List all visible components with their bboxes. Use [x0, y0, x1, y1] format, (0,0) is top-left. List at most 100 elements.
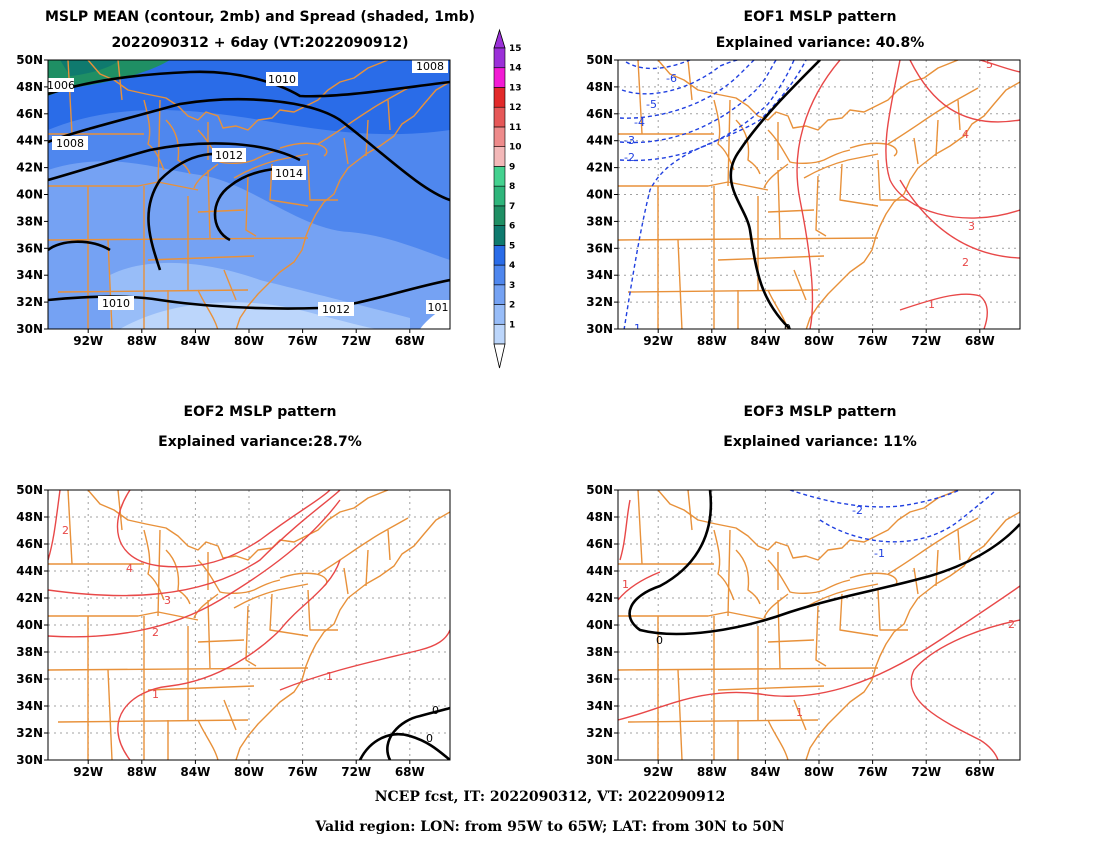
svg-text:3: 3	[968, 220, 975, 233]
colorbar-top-arrow	[493, 28, 506, 49]
lat-tick-label-1-5: 40N	[586, 188, 613, 202]
lat-tick-label-3-9: 32N	[586, 726, 613, 740]
svg-text:-4: -4	[634, 116, 645, 129]
colorbar-label-13: 13	[509, 83, 522, 93]
panel4-title-line1: EOF3 MSLP pattern	[743, 404, 897, 420]
lon-tick-label-2-0: 92W	[73, 765, 103, 779]
lat-tick-label-2-8: 34N	[16, 699, 43, 713]
panel1-contour-labels: 1010 1008 1006 1008 1012 1014 1010 1012 …	[47, 60, 450, 316]
lat-tick-label-0-9: 32N	[16, 295, 43, 309]
colorbar-label-2: 2	[509, 301, 515, 311]
colorbar-swatch-11	[493, 126, 506, 147]
lat-tick-label-1-2: 46N	[586, 107, 613, 121]
colorbar-label-15: 15	[509, 44, 522, 54]
colorbar-swatch-1	[493, 323, 506, 345]
svg-text:4: 4	[962, 128, 969, 141]
colorbar-label-6: 6	[509, 222, 515, 232]
colorbar-swatch-12	[493, 106, 506, 128]
lon-tick-label-0-3: 80W	[234, 334, 264, 348]
lon-tick-label-1-6: 68W	[965, 334, 995, 348]
colorbar-swatch-10	[493, 146, 506, 167]
lat-tick-label-1-8: 34N	[586, 268, 613, 282]
svg-text:-1: -1	[630, 322, 641, 335]
svg-text:0: 0	[656, 634, 663, 647]
panel4-title-line2: Explained variance: 11%	[723, 434, 917, 450]
lon-tick-label-3-2: 84W	[750, 765, 780, 779]
lat-tick-label-1-0: 50N	[586, 53, 613, 67]
svg-text:1: 1	[796, 706, 803, 719]
svg-text:-1: -1	[874, 547, 885, 560]
colorbar-label-4: 4	[509, 261, 515, 271]
svg-text:-2: -2	[852, 504, 863, 517]
lon-tick-label-3-1: 88W	[697, 765, 727, 779]
svg-text:-5: -5	[646, 98, 657, 111]
svg-text:1: 1	[928, 298, 935, 311]
lon-tick-label-2-2: 84W	[180, 765, 210, 779]
svg-text:1010: 1010	[102, 297, 130, 310]
lat-tick-label-3-6: 38N	[586, 645, 613, 659]
svg-text:1010: 1010	[268, 73, 296, 86]
colorbar-swatch-13	[493, 87, 506, 108]
panel2-title-line1: EOF1 MSLP pattern	[743, 9, 897, 25]
lat-tick-label-2-0: 50N	[16, 483, 43, 497]
lat-tick-label-1-10: 30N	[586, 322, 613, 336]
footer-valid-region: Valid region: LON: from 95W to 65W; LAT:…	[315, 819, 785, 835]
lat-tick-label-2-1: 48N	[16, 510, 43, 524]
lat-tick-label-0-5: 40N	[16, 188, 43, 202]
lat-tick-label-3-5: 40N	[586, 618, 613, 632]
footer-forecast-info: NCEP fcst, IT: 2022090312, VT: 202209091…	[374, 789, 726, 805]
svg-text:2: 2	[1008, 618, 1015, 631]
colorbar-swatch-15	[493, 47, 506, 69]
lat-tick-label-3-3: 44N	[586, 564, 613, 578]
colorbar-label-1: 1	[509, 320, 515, 330]
colorbar-label-14: 14	[509, 64, 522, 74]
lat-tick-label-2-3: 44N	[16, 564, 43, 578]
colorbar-swatch-7	[493, 205, 506, 226]
panel4-map: -2 -1 1 0 1 2	[617, 489, 1021, 761]
colorbar-label-8: 8	[509, 182, 515, 192]
panel1-title-line1: MSLP MEAN (contour, 2mb) and Spread (sha…	[45, 9, 475, 25]
lat-tick-label-3-2: 46N	[586, 537, 613, 551]
lat-tick-label-2-4: 42N	[16, 591, 43, 605]
lat-tick-label-3-7: 36N	[586, 672, 613, 686]
lat-tick-label-0-8: 34N	[16, 268, 43, 282]
panel3-map: 2 4 3 2 1 1 0 0	[47, 489, 451, 761]
colorbar-label-7: 7	[509, 202, 515, 212]
lon-tick-label-0-0: 92W	[73, 334, 103, 348]
lat-tick-label-2-7: 36N	[16, 672, 43, 686]
lat-tick-label-3-4: 42N	[586, 591, 613, 605]
lon-tick-label-2-5: 72W	[341, 765, 371, 779]
lat-tick-label-3-8: 34N	[586, 699, 613, 713]
lon-tick-label-0-6: 68W	[395, 334, 425, 348]
svg-text:1008: 1008	[416, 60, 444, 73]
axis-tick-labels: 50N 48N 46N 44N 42N 40N 38N 36N 34N 32N 30N 92W 88W 8…	[16, 53, 995, 779]
lat-tick-label-0-2: 46N	[16, 107, 43, 121]
lon-tick-label-0-2: 84W	[180, 334, 210, 348]
lat-tick-label-2-5: 40N	[16, 618, 43, 632]
lat-tick-label-2-6: 38N	[16, 645, 43, 659]
colorbar-swatch-5	[493, 245, 506, 266]
colorbar-label-12: 12	[509, 103, 522, 113]
svg-text:1012: 1012	[322, 303, 350, 316]
lon-tick-label-2-1: 88W	[127, 765, 157, 779]
lon-tick-label-2-6: 68W	[395, 765, 425, 779]
colorbar-swatch-3	[493, 284, 506, 305]
lat-tick-label-2-9: 32N	[16, 726, 43, 740]
lon-tick-label-3-0: 92W	[643, 765, 673, 779]
lon-tick-label-3-6: 68W	[965, 765, 995, 779]
lat-tick-label-0-0: 50N	[16, 53, 43, 67]
colorbar-label-10: 10	[509, 143, 522, 153]
svg-text:5: 5	[986, 58, 993, 71]
colorbar-swatch-14	[493, 67, 506, 88]
lat-tick-label-3-0: 50N	[586, 483, 613, 497]
svg-text:0: 0	[784, 322, 791, 335]
colorbar-swatch-9	[493, 166, 506, 187]
lon-tick-label-3-5: 72W	[911, 765, 941, 779]
colorbar-label-11: 11	[509, 123, 522, 133]
panel2-title-line2: Explained variance: 40.8%	[715, 35, 925, 51]
svg-text:2: 2	[962, 256, 969, 269]
svg-text:1006: 1006	[47, 79, 75, 92]
colorbar-label-3: 3	[509, 281, 515, 291]
lat-tick-label-0-3: 44N	[16, 134, 43, 148]
